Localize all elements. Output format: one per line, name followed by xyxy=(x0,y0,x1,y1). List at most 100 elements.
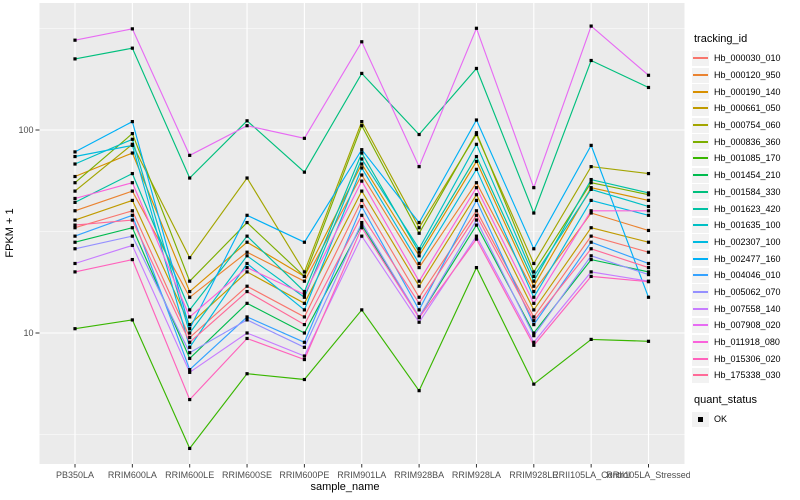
data-point xyxy=(417,247,421,251)
x-tick-label: RRIM600SE xyxy=(222,470,272,480)
data-point xyxy=(417,132,421,137)
data-point xyxy=(302,295,306,299)
data-point xyxy=(532,279,536,283)
data-point xyxy=(474,265,479,270)
data-point xyxy=(417,254,421,258)
legend-quant-status-title: quant_status xyxy=(694,394,757,406)
legend-item-Hb_000190_140: Hb_000190_140 xyxy=(692,83,800,100)
legend-item-label: Hb_007558_140 xyxy=(714,303,781,314)
plot-panel: 10 100 PB350LA RRIM600LA RRIM600LE RRIM600SE R… xyxy=(18,3,691,480)
data-point xyxy=(302,345,306,349)
data-point xyxy=(188,368,192,372)
data-point xyxy=(302,279,306,283)
data-point xyxy=(474,193,479,197)
data-point xyxy=(360,189,364,193)
data-point xyxy=(589,198,593,202)
data-point xyxy=(188,397,192,402)
data-point xyxy=(130,137,134,141)
data-point xyxy=(188,340,192,344)
data-point xyxy=(360,226,364,230)
data-point xyxy=(130,318,134,322)
data-point xyxy=(360,234,364,238)
y-axis-title: FPKM + 1 xyxy=(4,208,16,258)
data-point xyxy=(360,213,364,217)
data-point xyxy=(245,261,249,266)
data-point xyxy=(130,143,134,147)
data-point xyxy=(646,213,651,217)
data-point xyxy=(474,167,479,171)
legend-item-Hb_004046_010: Hb_004046_010 xyxy=(692,267,800,284)
data-point xyxy=(646,228,651,233)
x-tick-label: RRIM901LA xyxy=(337,470,386,480)
data-point xyxy=(646,73,651,77)
x-tick-label: PB350LA xyxy=(56,470,94,480)
data-point xyxy=(188,331,192,335)
data-point xyxy=(302,354,306,358)
data-point xyxy=(474,186,479,190)
data-point xyxy=(532,247,536,251)
data-point xyxy=(302,377,306,382)
data-point xyxy=(646,339,651,343)
data-point xyxy=(532,289,536,294)
legend-item-Hb_175338_030: Hb_175338_030 xyxy=(692,367,800,384)
data-point xyxy=(188,289,192,294)
legend-item-Hb_001635_100: Hb_001635_100 xyxy=(692,217,800,234)
data-point xyxy=(245,336,249,341)
data-point xyxy=(646,261,651,266)
data-point xyxy=(130,119,134,124)
data-point xyxy=(589,337,593,341)
data-point xyxy=(245,124,249,128)
legend-key-line-icon xyxy=(692,84,709,100)
data-point xyxy=(245,240,249,244)
data-point xyxy=(417,279,421,283)
data-point xyxy=(73,57,77,61)
data-point xyxy=(417,308,421,312)
data-point xyxy=(646,193,651,197)
legend-key-square-icon xyxy=(692,411,709,427)
data-point xyxy=(360,179,364,183)
legend-key-line-icon xyxy=(692,67,709,83)
data-point xyxy=(474,131,479,135)
legend-item-Hb_000661_050: Hb_000661_050 xyxy=(692,100,800,117)
data-point xyxy=(73,261,77,266)
legend-key-line-icon xyxy=(692,367,709,383)
data-point xyxy=(188,153,192,157)
legend-item-label: Hb_011918_080 xyxy=(714,337,780,348)
data-point xyxy=(130,234,134,238)
legend-key-line-icon xyxy=(692,134,709,150)
legend-item-label: Hb_000030_010 xyxy=(714,53,781,64)
data-point xyxy=(360,40,364,44)
data-point xyxy=(532,308,536,312)
data-point xyxy=(73,226,77,230)
data-point xyxy=(73,223,77,227)
legend-item-quant-OK: OK xyxy=(692,411,800,428)
data-point xyxy=(302,308,306,312)
legend-tracking-id-title: tracking_id xyxy=(694,33,748,45)
legend-key-line-icon xyxy=(692,234,709,250)
data-point xyxy=(589,187,593,191)
data-point xyxy=(360,71,364,76)
data-point xyxy=(646,250,651,254)
x-tick-label: RRIM928BA xyxy=(394,470,444,480)
legend-item-label: Hb_002307_100 xyxy=(714,236,781,247)
data-point xyxy=(474,26,479,30)
data-point xyxy=(360,173,364,177)
data-point xyxy=(188,315,192,319)
data-point xyxy=(646,85,651,90)
data-point xyxy=(73,174,77,179)
legend-item-label: Hb_001623_420 xyxy=(714,203,781,214)
legend-key-line-icon xyxy=(692,117,709,133)
x-axis-title: sample_name xyxy=(310,481,380,493)
data-point xyxy=(245,289,249,294)
legend-tracking-id-items: Hb_000030_010 Hb_000120_950 Hb_000190_140 H… xyxy=(692,50,800,384)
y-tick-label: 10 xyxy=(23,328,33,338)
x-tick-label: RRII105LA_Stressed xyxy=(606,470,690,480)
data-point xyxy=(360,204,364,209)
data-point xyxy=(188,308,192,312)
data-point xyxy=(532,315,536,319)
legend-key-line-icon xyxy=(692,150,709,166)
data-point xyxy=(130,226,134,230)
legend-item-label: Hb_000190_140 xyxy=(714,86,781,97)
legend-key-line-icon xyxy=(692,284,709,300)
data-point xyxy=(302,270,306,274)
